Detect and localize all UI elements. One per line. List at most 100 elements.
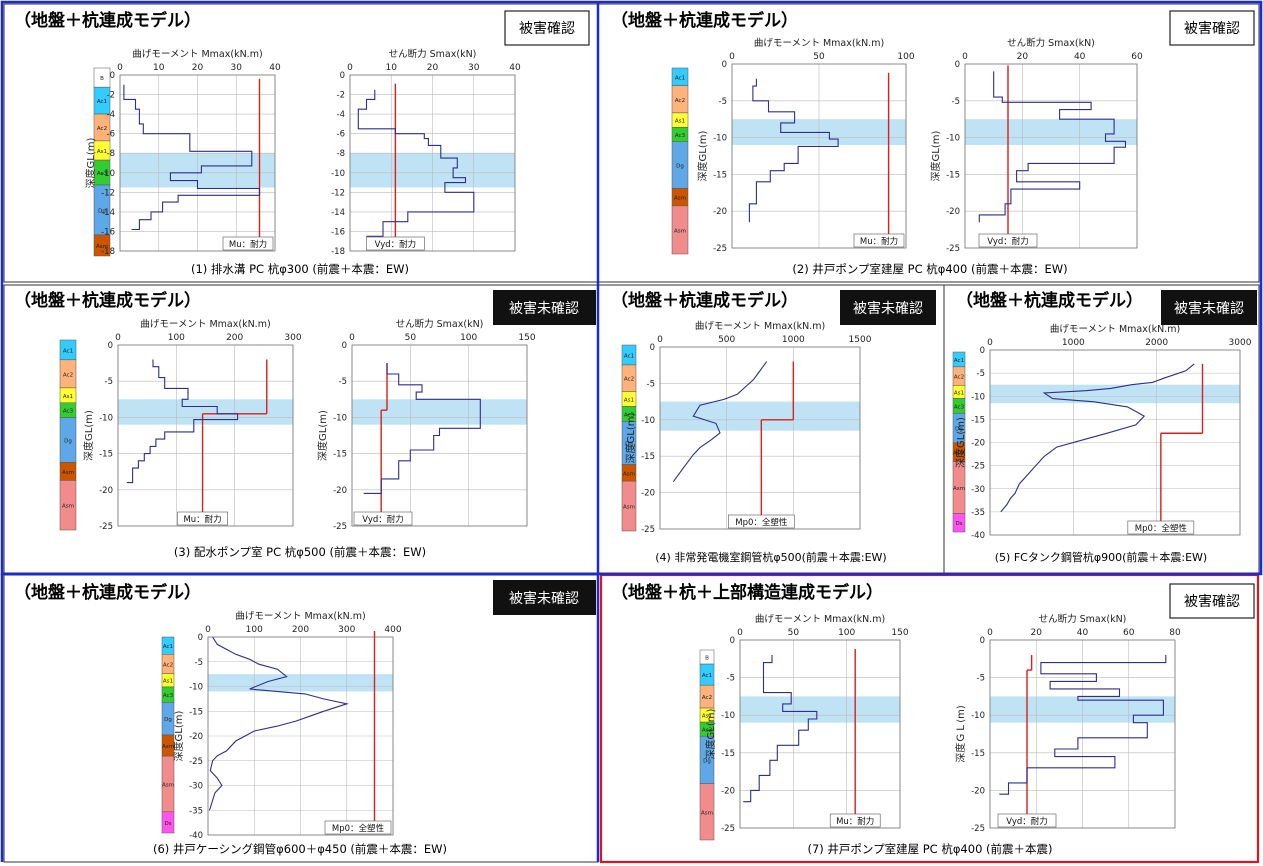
- soil-layer-label: Dg: [676, 164, 684, 170]
- soil-profile-column: Ac1 Ac2 As1 Ac3 Dg Asm Asm: [59, 339, 77, 531]
- soil-layer-label: Asm: [162, 744, 174, 750]
- model-title: （地盤＋杭連成モデル）: [14, 10, 201, 31]
- x-tick-label: 0: [117, 63, 123, 73]
- y-tick-label: -25: [713, 244, 727, 254]
- x-tick-label: 1500: [849, 335, 872, 345]
- series-line: [357, 89, 475, 237]
- y-axis-label: 深度GL(m): [82, 410, 95, 461]
- y-tick-label: -25: [333, 522, 347, 532]
- y-axis-label: 深度GL(m): [316, 410, 329, 461]
- y-axis-label: 深度GL(m): [954, 417, 967, 468]
- y-tick-label: -20: [971, 439, 985, 449]
- y-tick-label: -15: [641, 452, 655, 462]
- y-tick-label: -40: [189, 831, 203, 841]
- status-badge-label: 被害未確認: [509, 591, 579, 607]
- x-tick-label: 50: [813, 52, 825, 62]
- capacity-label-box: [222, 236, 274, 251]
- y-tick-label: -20: [189, 732, 203, 742]
- y-tick-label: -6: [337, 130, 345, 140]
- y-tick-label: -25: [946, 244, 960, 254]
- status-badge-label: 被害未確認: [509, 301, 579, 317]
- x-tick-label: 200: [292, 625, 309, 635]
- panel-6: （地盤＋杭連成モデル） 被害未確認 (6) 井戸ケーシング鋼管φ600＋φ450…: [3, 574, 599, 863]
- y-tick-label: -10: [641, 416, 655, 426]
- moment-chart: 0 100 200 300 400 0 -5 -10 -15 -20 -25 -30 -35 -40 曲げモ…: [172, 611, 402, 841]
- x-tick-label: 20: [1017, 52, 1029, 62]
- y-tick-label: -15: [333, 450, 347, 460]
- soil-layer: [93, 234, 111, 257]
- chart-title: せん断力 Smax(kN): [389, 48, 477, 60]
- chart-title: 曲げモーメント Mmax(kN.m): [1050, 324, 1180, 335]
- x-tick-label: 20: [1031, 628, 1043, 638]
- y-tick-label: -15: [99, 450, 113, 460]
- soil-layer-label: As1: [702, 714, 712, 720]
- y-tick-label: -10: [971, 711, 985, 721]
- capacity-label-box: [177, 511, 228, 526]
- y-tick-label: -25: [99, 522, 113, 532]
- x-tick-label: 40: [509, 63, 521, 73]
- x-tick-label: 30: [468, 63, 480, 73]
- plot-area: [119, 74, 276, 252]
- y-tick-label: -30: [189, 782, 203, 792]
- soil-layer: [161, 811, 175, 834]
- y-tick-label: -4: [337, 110, 345, 120]
- x-tick-label: 1000: [782, 335, 805, 345]
- x-tick-label: 60: [1131, 52, 1143, 62]
- soil-layer-label: Ac3: [702, 728, 713, 734]
- plot-area: [964, 63, 1138, 249]
- soil-layer-label: As1: [624, 397, 634, 403]
- soil-layer-label: Ac2: [675, 98, 685, 104]
- soil-layer-label: Ac2: [63, 372, 73, 378]
- status-badge-label: 被害未確認: [1174, 301, 1244, 317]
- y-tick-label: -10: [99, 413, 113, 423]
- liquefaction-band: [352, 399, 527, 425]
- soil-layer-label: Ac2: [954, 375, 964, 381]
- y-tick-label: -16: [331, 227, 345, 237]
- status-badge: [1169, 10, 1255, 46]
- capacity-label: Vyd：耐力: [362, 514, 404, 525]
- soil-layer: [952, 513, 966, 533]
- status-badge: [840, 290, 936, 325]
- x-tick-label: 0: [987, 338, 993, 348]
- y-tick-label: 0: [980, 346, 985, 356]
- x-tick-label: 0: [729, 52, 735, 62]
- liquefaction-band: [740, 696, 900, 723]
- model-title: （地盤＋杭連成モデル）: [611, 290, 798, 311]
- y-tick-label: -12: [331, 188, 345, 198]
- series-line: [123, 84, 261, 231]
- soil-layer-label: Asm: [674, 196, 686, 202]
- y-tick-label: -10: [189, 683, 203, 693]
- y-tick-label: -15: [971, 415, 985, 425]
- y-tick-label: -25: [721, 824, 735, 834]
- y-tick-label: -16: [101, 227, 115, 237]
- moment-chart: 0 10 20 30 40 0 -2 -4 -6 -8 -10 -12 -14 -16 -18 曲げモーメント…: [84, 49, 281, 257]
- y-tick-label: -20: [99, 486, 113, 496]
- chart-title: 曲げモーメント Mmax(kN.m): [235, 611, 365, 622]
- soil-layer-label: Asm: [162, 783, 174, 789]
- x-tick-label: 0: [205, 625, 211, 635]
- y-tick-label: -35: [189, 806, 203, 816]
- y-tick-label: -2: [107, 91, 115, 101]
- capacity-label: Mu：耐力: [183, 514, 221, 525]
- y-tick-label: 0: [650, 343, 655, 353]
- y-tick-label: -5: [195, 658, 203, 668]
- soil-layer-label: Ac1: [702, 673, 712, 679]
- y-tick-label: -25: [641, 525, 655, 535]
- panel-caption: (2) 井戸ポンプ室建屋 PC 杭φ400 (前震＋本震：EW): [792, 262, 1067, 276]
- x-tick-label: 500: [718, 335, 735, 345]
- series-line: [748, 78, 839, 223]
- capacity-label-box: [728, 514, 795, 529]
- soil-layer-label: Ac3: [163, 693, 174, 699]
- x-tick-label: 40: [269, 63, 281, 73]
- soil-layer-label: Ds: [164, 821, 171, 827]
- soil-layer-label: Ac2: [163, 662, 173, 668]
- y-tick-label: -10: [971, 392, 985, 402]
- series-line: [208, 636, 349, 811]
- x-tick-label: 100: [168, 333, 185, 343]
- x-tick-label: 10: [386, 63, 398, 73]
- soil-layer-label: B: [100, 76, 104, 82]
- soil-layer-label: Asm: [953, 451, 965, 457]
- x-tick-label: 200: [226, 333, 243, 343]
- y-tick-label: -14: [101, 208, 115, 218]
- panel-caption: (4) 非常発電機室鋼管杭φ500(前震＋本震:EW): [655, 550, 886, 564]
